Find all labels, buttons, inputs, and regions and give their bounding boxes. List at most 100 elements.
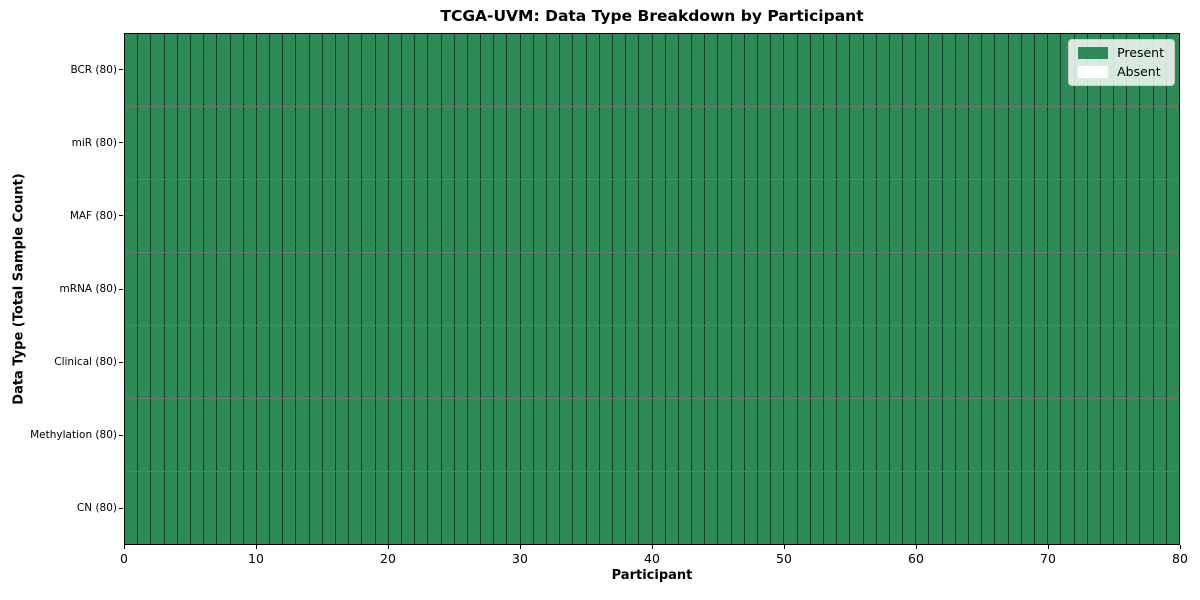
heatmap-cell bbox=[718, 472, 732, 544]
heatmap-cell bbox=[916, 107, 930, 179]
x-tick-mark bbox=[1047, 545, 1049, 549]
heatmap-cell bbox=[441, 107, 455, 179]
heatmap-cell bbox=[349, 399, 363, 471]
heatmap-cell bbox=[415, 399, 429, 471]
heatmap-cell bbox=[336, 472, 350, 544]
heatmap-cell bbox=[388, 34, 402, 106]
heatmap-cell bbox=[164, 253, 178, 325]
heatmap-cell bbox=[942, 472, 956, 544]
x-tick-mark bbox=[255, 545, 257, 549]
heatmap-cell bbox=[454, 180, 468, 252]
heatmap-cell bbox=[1153, 326, 1167, 398]
heatmap-cell bbox=[837, 253, 851, 325]
heatmap-cell bbox=[969, 180, 983, 252]
heatmap-cell bbox=[494, 34, 508, 106]
heatmap-cell bbox=[256, 326, 271, 398]
heatmap-cell bbox=[388, 472, 402, 544]
heatmap-cell bbox=[758, 107, 772, 179]
heatmap-cell bbox=[652, 326, 666, 398]
heatmap-cell bbox=[771, 107, 785, 179]
heatmap-cell bbox=[270, 34, 284, 106]
heatmap-cell bbox=[863, 326, 877, 398]
heatmap-cell bbox=[784, 399, 798, 471]
heatmap-cell bbox=[401, 34, 416, 106]
heatmap-cell bbox=[1021, 253, 1035, 325]
heatmap-cell bbox=[138, 180, 152, 252]
heatmap-cell bbox=[626, 472, 640, 544]
heatmap-cell bbox=[494, 253, 508, 325]
heatmap-cell bbox=[626, 107, 640, 179]
heatmap-cell bbox=[599, 253, 613, 325]
heatmap-cell bbox=[942, 399, 956, 471]
heatmap-cell bbox=[1140, 107, 1154, 179]
heatmap-cell bbox=[810, 472, 824, 544]
heatmap-cell bbox=[586, 399, 600, 471]
heatmap-cell bbox=[520, 180, 534, 252]
heatmap-cell bbox=[507, 253, 521, 325]
heatmap-cell bbox=[1034, 180, 1049, 252]
heatmap-cell bbox=[507, 34, 521, 106]
heatmap-cell bbox=[771, 180, 785, 252]
heatmap-cell bbox=[336, 34, 350, 106]
heatmap-cell bbox=[982, 399, 996, 471]
heatmap-cell bbox=[1153, 107, 1167, 179]
heatmap-cell bbox=[151, 107, 165, 179]
heatmap-cell bbox=[296, 180, 310, 252]
heatmap-cell bbox=[942, 326, 956, 398]
heatmap-cell bbox=[995, 34, 1009, 106]
x-tick-label: 50 bbox=[776, 551, 792, 566]
heatmap-cell bbox=[1166, 326, 1179, 398]
heatmap-cell bbox=[863, 180, 877, 252]
heatmap-cell bbox=[731, 34, 745, 106]
heatmap-cell bbox=[125, 326, 139, 398]
heatmap-row bbox=[125, 326, 1179, 399]
heatmap-cell bbox=[336, 399, 350, 471]
heatmap-cell bbox=[362, 326, 376, 398]
heatmap-cell bbox=[441, 399, 455, 471]
heatmap-cell bbox=[243, 472, 257, 544]
heatmap-cell bbox=[718, 34, 732, 106]
heatmap-cell bbox=[692, 107, 706, 179]
heatmap-cell bbox=[1034, 253, 1049, 325]
heatmap-cell bbox=[744, 472, 758, 544]
heatmap-cell bbox=[1100, 253, 1115, 325]
heatmap-cell bbox=[322, 472, 336, 544]
heatmap-cell bbox=[797, 253, 811, 325]
heatmap-cell bbox=[678, 34, 693, 106]
heatmap-cell bbox=[929, 326, 943, 398]
heatmap-cell bbox=[982, 180, 996, 252]
heatmap-cell bbox=[1087, 107, 1101, 179]
heatmap-cell bbox=[586, 34, 600, 106]
heatmap-cell bbox=[889, 399, 904, 471]
heatmap-cell bbox=[151, 399, 165, 471]
heatmap-cell bbox=[349, 34, 363, 106]
heatmap-cell bbox=[362, 472, 376, 544]
heatmap-cell bbox=[969, 472, 983, 544]
heatmap-cell bbox=[1127, 253, 1141, 325]
heatmap-cell bbox=[929, 180, 943, 252]
heatmap-cell bbox=[190, 472, 205, 544]
heatmap-cell bbox=[955, 180, 969, 252]
heatmap-cell bbox=[454, 399, 468, 471]
heatmap-cell bbox=[652, 253, 666, 325]
heatmap-cell bbox=[692, 399, 706, 471]
heatmap-cell bbox=[467, 472, 482, 544]
heatmap-cell bbox=[138, 253, 152, 325]
heatmap-cell bbox=[1087, 399, 1101, 471]
heatmap-cell bbox=[982, 326, 996, 398]
heatmap-cell bbox=[428, 472, 442, 544]
heatmap-cell bbox=[454, 34, 468, 106]
heatmap-cell bbox=[771, 472, 785, 544]
heatmap-cell bbox=[401, 253, 416, 325]
heatmap-cell bbox=[349, 326, 363, 398]
heatmap-cell bbox=[705, 253, 719, 325]
heatmap-cell bbox=[758, 34, 772, 106]
heatmap-cell bbox=[481, 326, 495, 398]
heatmap-cell bbox=[744, 326, 758, 398]
heatmap-cell bbox=[547, 107, 561, 179]
heatmap-cell bbox=[401, 107, 416, 179]
heatmap-cell bbox=[336, 180, 350, 252]
heatmap-cell bbox=[692, 34, 706, 106]
heatmap-cell bbox=[441, 472, 455, 544]
heatmap-cell bbox=[916, 34, 930, 106]
